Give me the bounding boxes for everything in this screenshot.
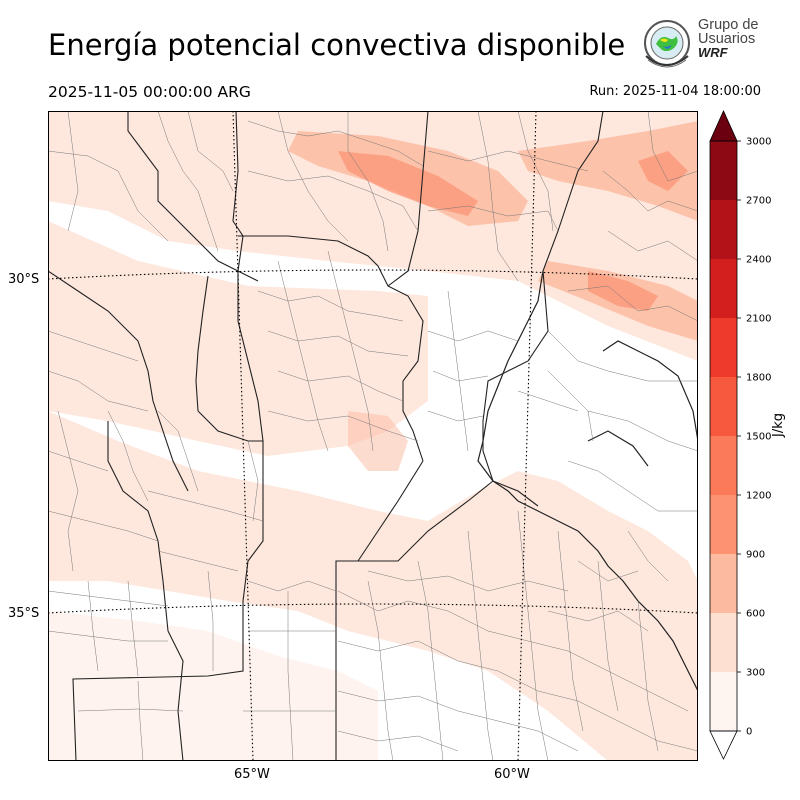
colorbar-bin	[710, 318, 737, 377]
colorbar-tick-label: 1500	[746, 432, 771, 443]
colorbar-extend-top	[709, 110, 738, 142]
colorbar-tick-label: 900	[746, 550, 765, 561]
colorbar-extend-bottom	[709, 730, 738, 760]
department-boundaries	[48, 111, 698, 761]
cape-map	[48, 111, 698, 761]
parallel-30s	[48, 269, 698, 280]
colorbar-ticks: 0 300 600 900 1200 1500 1800 2100 2400 2700 3000	[737, 137, 771, 738]
colorbar-tick-label: 600	[746, 609, 765, 620]
colorbar-bin	[710, 495, 737, 554]
rivers-coast	[477, 270, 698, 692]
colorbar-bin	[710, 613, 737, 672]
logo-line2: Usuarios	[698, 31, 756, 47]
map-title: Energía potencial convectiva disponible	[48, 28, 626, 62]
parallel-35s	[48, 603, 698, 614]
colorbar-tick-label: 300	[746, 668, 765, 679]
lat-label-35s: 35°S	[8, 606, 40, 621]
colorbar-bin	[710, 200, 737, 259]
colorbar-tick-label: 3000	[746, 137, 771, 148]
colorbar-tick-label: 1800	[746, 373, 771, 384]
colorbar-tick-label: 1200	[746, 491, 771, 502]
colorbar-bin	[710, 672, 737, 731]
colorbar-bin	[710, 377, 737, 436]
colorbar-tick-label: 0	[746, 727, 752, 738]
colorbar-bin	[710, 259, 737, 318]
logo-line1: Grupo de	[698, 17, 759, 33]
globe-logo-icon	[644, 20, 690, 68]
lat-label-30s: 30°S	[8, 272, 40, 287]
lon-label-65w: 65°W	[234, 767, 270, 782]
meridian-60w	[517, 111, 537, 761]
run-time: Run: 2025-11-04 18:00:00	[589, 84, 761, 99]
colorbar: 0 300 600 900 1200 1500 1800 2100 2400 2700 3000	[709, 110, 771, 760]
colorbar-bin	[710, 436, 737, 495]
valid-time: 2025-11-05 00:00:00 ARG	[48, 83, 251, 101]
colorbar-tick-label: 2100	[746, 314, 771, 325]
wrf-logo: Grupo de Usuarios WRF	[638, 16, 758, 72]
colorbar-tick-label: 2400	[746, 255, 771, 266]
colorbar-unit: J/kg	[771, 413, 786, 437]
colorbar-tick-label: 2700	[746, 196, 771, 207]
meridian-65w	[232, 111, 254, 761]
lon-label-60w: 60°W	[494, 767, 530, 782]
logo-text: Grupo de Usuarios WRF	[698, 18, 758, 60]
colorbar-bins	[710, 141, 737, 731]
colorbar-bin	[710, 141, 737, 200]
colorbar-bin	[710, 554, 737, 613]
graticule	[48, 111, 698, 761]
logo-brand: WRF	[698, 45, 728, 60]
cape-shading-high	[338, 151, 688, 311]
